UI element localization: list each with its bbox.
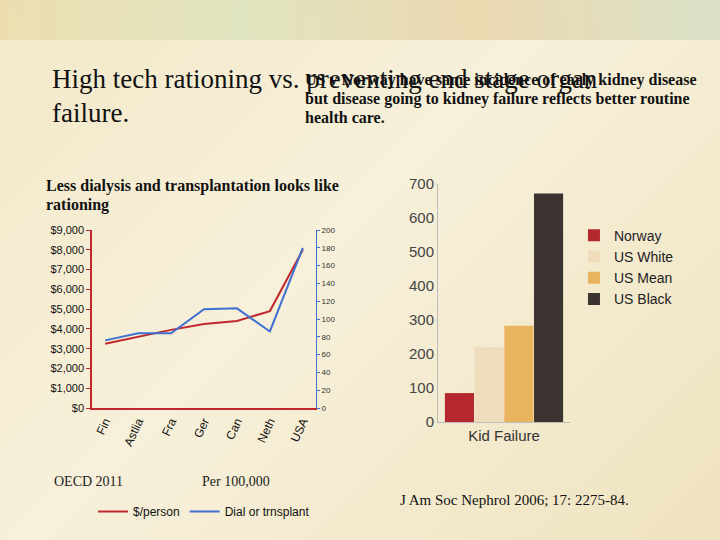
svg-text:180: 180 xyxy=(322,244,336,253)
svg-text:Astlia: Astlia xyxy=(121,416,146,449)
svg-text:OECD 2011: OECD 2011 xyxy=(54,474,123,489)
svg-text:40: 40 xyxy=(322,368,331,377)
svg-text:USA: USA xyxy=(288,416,311,444)
svg-text:Kid Failure: Kid Failure xyxy=(468,427,540,444)
svg-text:400: 400 xyxy=(409,277,434,294)
svg-text:140: 140 xyxy=(322,279,336,288)
svg-text:20: 20 xyxy=(322,386,331,395)
svg-text:500: 500 xyxy=(409,243,434,260)
html-text:J Am Soc Nephrol 2006; 17: 227: J Am Soc Nephrol 2006; 17: 2275-84. xyxy=(400,492,629,508)
svg-text:Per 100,000: Per 100,000 xyxy=(202,474,270,489)
svg-text:700: 700 xyxy=(409,175,434,192)
svg-text:Fin: Fin xyxy=(94,416,114,437)
svg-text:US Black: US Black xyxy=(614,291,673,307)
svg-text:200: 200 xyxy=(322,226,336,235)
svg-text:Dial or trnsplant: Dial or trnsplant xyxy=(225,505,310,519)
svg-text:$9,000: $9,000 xyxy=(50,224,84,236)
svg-text:Ger: Ger xyxy=(191,416,212,440)
svg-text:Can: Can xyxy=(223,416,245,442)
svg-text:$4,000: $4,000 xyxy=(50,323,84,335)
svg-text:$2,000: $2,000 xyxy=(50,362,84,374)
svg-text:$8,000: $8,000 xyxy=(50,244,84,256)
svg-text:Fra: Fra xyxy=(159,416,179,439)
svg-text:60: 60 xyxy=(322,350,331,359)
svg-text:$5,000: $5,000 xyxy=(50,303,84,315)
svg-text:$3,000: $3,000 xyxy=(50,343,84,355)
svg-text:$7,000: $7,000 xyxy=(50,263,84,275)
svg-text:120: 120 xyxy=(322,297,336,306)
svg-text:$0: $0 xyxy=(72,402,84,414)
svg-text:Norway: Norway xyxy=(614,228,661,244)
html-text:Less dialysis and transplantat: Less dialysis and transplantation looks … xyxy=(46,177,339,213)
html-text:US v Norway have same incidenc: US v Norway have same incidence of early… xyxy=(305,71,697,126)
svg-text:200: 200 xyxy=(409,345,434,362)
svg-text:0: 0 xyxy=(322,404,327,413)
html-text:High tech rationing vs. preven: High tech rationing vs. preventing end s… xyxy=(52,64,598,128)
svg-text:80: 80 xyxy=(322,333,331,342)
svg-text:$6,000: $6,000 xyxy=(50,283,84,295)
svg-text:US Mean: US Mean xyxy=(614,270,672,286)
svg-text:300: 300 xyxy=(409,311,434,328)
svg-text:100: 100 xyxy=(409,379,434,396)
svg-text:160: 160 xyxy=(322,261,336,270)
svg-text:100: 100 xyxy=(322,315,336,324)
svg-text:0: 0 xyxy=(426,413,434,430)
svg-text:Neth: Neth xyxy=(255,416,278,445)
svg-text:US White: US White xyxy=(614,249,673,265)
svg-text:600: 600 xyxy=(409,209,434,226)
svg-text:$1,000: $1,000 xyxy=(50,382,84,394)
svg-text:$/person: $/person xyxy=(133,505,180,519)
